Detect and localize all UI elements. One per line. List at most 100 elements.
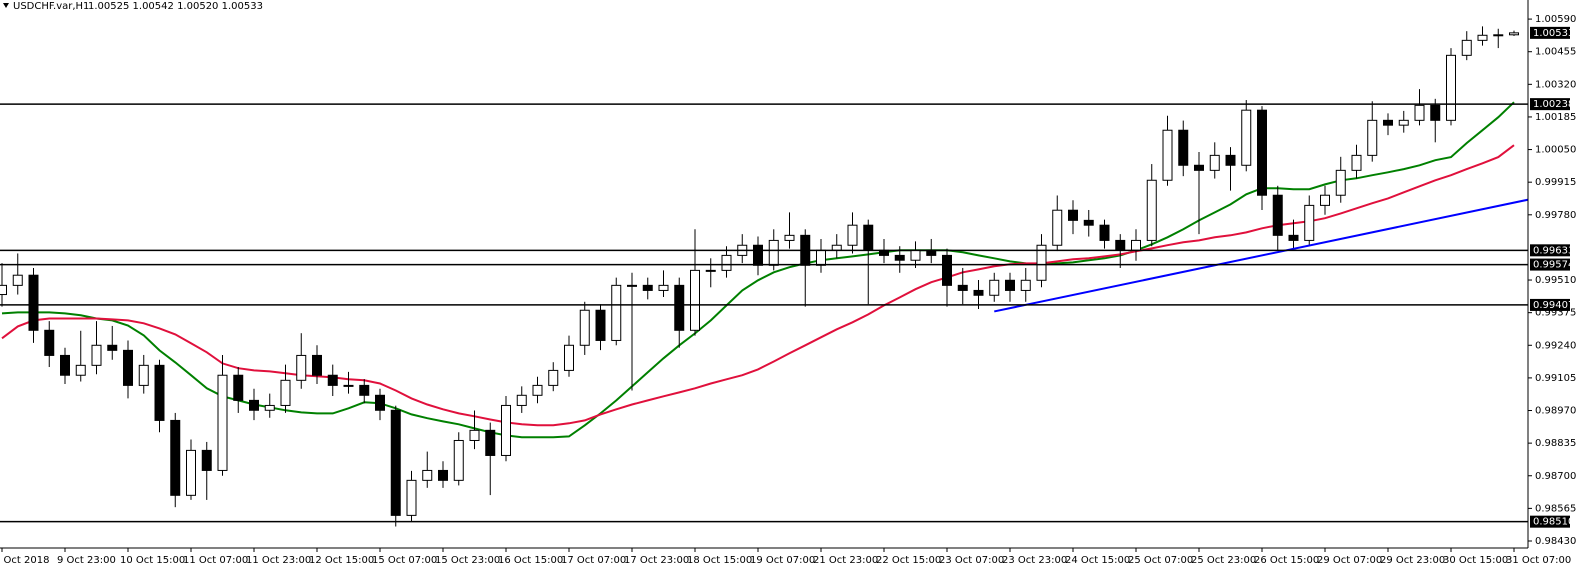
candle-body — [390, 409, 401, 516]
candle-body — [1367, 119, 1378, 156]
level-label-bg — [1530, 515, 1570, 528]
y-tick-label: 0.99375 — [1535, 308, 1576, 319]
candle-body — [627, 284, 637, 287]
candle-body — [1209, 154, 1220, 171]
candle-body — [1178, 129, 1189, 166]
candle-body — [1272, 194, 1283, 236]
y-tick-label: 1.00050 — [1535, 145, 1576, 156]
candle-body — [1162, 129, 1173, 181]
candle-body — [375, 394, 385, 411]
candle-body — [438, 469, 448, 481]
chart-quote: 1.00525 1.00542 1.00520 1.00533 — [88, 1, 263, 12]
y-tick-label: 1.00185 — [1535, 112, 1576, 123]
candle-body — [264, 404, 275, 411]
candle-body — [579, 309, 590, 346]
x-tick-label: 9 Oct 2018 — [0, 555, 49, 566]
candle-body — [611, 284, 622, 341]
candle-body — [1052, 209, 1063, 246]
candle-body — [249, 399, 259, 411]
x-tick-label: 29 Oct 07:00 — [1317, 555, 1382, 566]
candle-body — [1430, 104, 1441, 121]
candle-body — [1493, 34, 1504, 37]
y-tick-label: 0.99240 — [1535, 340, 1576, 351]
candle-body — [91, 344, 102, 366]
candle-body — [1477, 34, 1488, 41]
candle-body — [422, 469, 433, 481]
candle-body — [721, 254, 732, 271]
candle-body — [989, 279, 1000, 296]
level-label: 0.98510 — [1533, 517, 1574, 528]
candle-body — [1225, 154, 1236, 166]
candle-body — [532, 384, 543, 396]
candle-body — [1099, 224, 1110, 241]
candle-body — [942, 254, 952, 286]
trend-line — [994, 198, 1528, 313]
candle-body — [327, 374, 338, 386]
y-tick-label: 0.99105 — [1535, 373, 1576, 384]
candle-body — [1257, 109, 1267, 196]
x-tick-label: 19 Oct 07:00 — [750, 555, 815, 566]
candle-body — [186, 449, 196, 496]
x-tick-label: 26 Oct 15:00 — [1254, 555, 1319, 566]
candle-body — [1020, 279, 1031, 291]
candle-body — [1351, 154, 1362, 171]
candle-body — [60, 354, 70, 376]
x-tick-label: 21 Oct 23:00 — [813, 555, 878, 566]
x-tick-label: 11 Oct 23:00 — [246, 555, 311, 566]
candle-body — [343, 384, 354, 387]
candle-body — [154, 364, 165, 421]
x-tick-label: 11 Oct 07:00 — [183, 555, 248, 566]
candle-body — [516, 394, 527, 406]
price-tag-bg — [1530, 26, 1570, 39]
candle-body — [674, 284, 685, 331]
candle-body — [1241, 109, 1252, 166]
candle-body — [816, 249, 826, 266]
candle-body — [564, 344, 574, 371]
level-label-bg — [1530, 258, 1570, 271]
candle-body — [0, 284, 7, 296]
candle-body — [359, 384, 370, 396]
level-label-bg — [1530, 244, 1570, 257]
y-tick-label: 0.98700 — [1535, 471, 1576, 482]
x-tick-label: 16 Oct 15:00 — [498, 555, 563, 566]
y-tick-label: 0.98835 — [1535, 438, 1576, 449]
candle-body — [217, 374, 228, 471]
candle-body — [312, 354, 322, 376]
x-tick-label: 15 Oct 23:00 — [435, 555, 500, 566]
candle-body — [469, 429, 480, 441]
candle-body — [879, 249, 889, 256]
x-tick-label: 29 Oct 23:00 — [1380, 555, 1445, 566]
chart-title: USDCHF.var,H1 — [13, 1, 89, 12]
x-tick-label: 18 Oct 15:00 — [687, 555, 752, 566]
x-tick-label: 24 Oct 15:00 — [1065, 555, 1130, 566]
candle-body — [690, 269, 700, 331]
price-tag: 1.00533 — [1533, 28, 1574, 39]
y-tick-label: 1.00455 — [1535, 47, 1576, 58]
x-tick-label: 15 Oct 07:00 — [372, 555, 437, 566]
candle-body — [595, 309, 606, 341]
x-tick-label: 17 Oct 07:00 — [561, 555, 626, 566]
candle-body — [1005, 279, 1015, 291]
candle-body — [1288, 234, 1299, 241]
menu-arrow[interactable] — [3, 3, 9, 8]
candle-body — [894, 254, 905, 261]
plot-area — [0, 26, 1528, 527]
candle-body — [863, 224, 874, 251]
x-tick-label: 23 Oct 23:00 — [1002, 555, 1067, 566]
x-tick-label: 9 Oct 23:00 — [57, 555, 116, 566]
candle-body — [233, 374, 244, 401]
candle-body — [1461, 39, 1472, 56]
candle-body — [201, 449, 212, 471]
candle-body — [1194, 164, 1204, 171]
candle-body — [12, 274, 23, 286]
candle-body — [1304, 204, 1315, 241]
candle-body — [1414, 104, 1425, 121]
candle-body — [1398, 119, 1409, 126]
level-label: 0.99407 — [1533, 300, 1574, 311]
y-tick-label: 0.98430 — [1535, 536, 1576, 547]
y-tick-label: 1.00320 — [1535, 79, 1576, 90]
x-tick-label: 22 Oct 15:00 — [876, 555, 941, 566]
candle-body — [910, 249, 921, 261]
